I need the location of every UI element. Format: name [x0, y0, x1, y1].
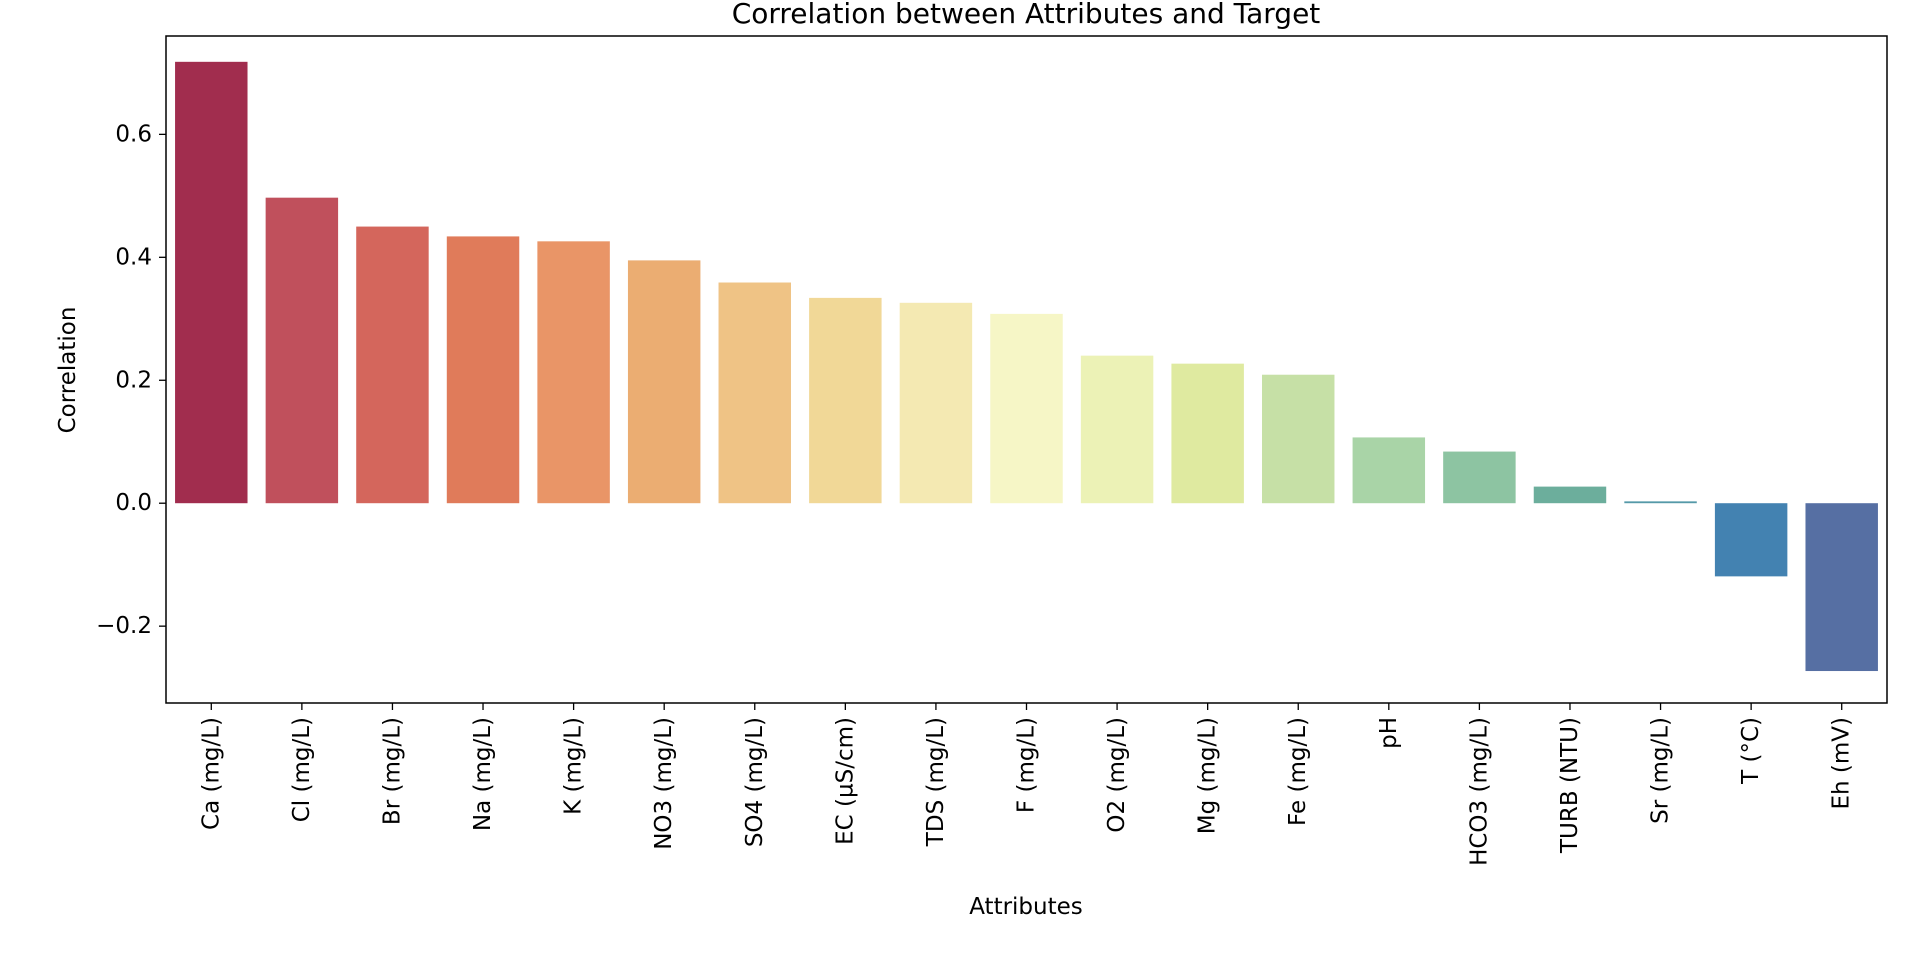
bar — [990, 313, 1063, 504]
bar — [718, 282, 791, 504]
bar — [175, 61, 248, 504]
x-tick-label: SO4 (mg/L) — [742, 717, 768, 847]
y-tick-label: 0.4 — [115, 244, 152, 270]
x-tick-label: Ca (mg/L) — [198, 717, 224, 830]
bars-group — [175, 61, 1878, 672]
x-tick-label: T (°C) — [1738, 717, 1764, 785]
x-tick-label: Br (mg/L) — [379, 717, 405, 825]
x-tick-label: Cl (mg/L) — [289, 717, 315, 822]
x-tick-label: F (mg/L) — [1014, 717, 1040, 813]
x-axis-label: Attributes — [969, 894, 1083, 920]
x-tick-label: NO3 (mg/L) — [651, 717, 677, 850]
x-tick-label: Eh (mV) — [1829, 717, 1855, 810]
y-axis-ticks: −0.2 0.0 0.2 0.4 0.6 — [96, 121, 166, 639]
bar — [627, 260, 701, 504]
bar — [1714, 503, 1788, 577]
plot-frame — [165, 35, 1888, 704]
y-tick-label: 0.0 — [115, 490, 152, 516]
x-axis-ticks: Ca (mg/L) Cl (mg/L) Br (mg/L) Na (mg/L) K (m… — [198, 703, 1855, 866]
bar — [1805, 503, 1878, 672]
bar — [899, 302, 973, 504]
x-tick-label: O2 (mg/L) — [1104, 717, 1130, 833]
bar — [265, 197, 339, 504]
x-tick-label: TURB (NTU) — [1557, 717, 1583, 854]
x-tick-label: EC (µS/cm) — [832, 717, 858, 845]
bar — [446, 236, 520, 504]
y-tick-label: 0.6 — [115, 121, 152, 147]
bar — [1262, 374, 1335, 504]
bar — [1171, 363, 1244, 504]
bar — [1533, 486, 1607, 504]
x-tick-label: Fe (mg/L) — [1285, 717, 1311, 826]
bar — [1080, 355, 1154, 504]
x-tick-label: Na (mg/L) — [470, 717, 496, 831]
bar — [537, 241, 610, 504]
y-tick-label: 0.2 — [115, 367, 152, 393]
x-tick-label: pH — [1376, 717, 1402, 749]
bar — [356, 226, 429, 504]
y-tick-label: −0.2 — [96, 613, 152, 639]
bar — [1624, 501, 1697, 504]
bar — [809, 297, 882, 504]
x-tick-label: TDS (mg/L) — [923, 717, 949, 847]
x-tick-label: HCO3 (mg/L) — [1466, 717, 1492, 866]
x-tick-label: Mg (mg/L) — [1195, 717, 1221, 834]
bar — [1352, 437, 1426, 504]
x-tick-label: Sr (mg/L) — [1648, 717, 1674, 824]
x-tick-label: K (mg/L) — [561, 717, 587, 815]
bar — [1443, 451, 1516, 504]
chart-title: Correlation between Attributes and Targe… — [732, 0, 1321, 30]
y-axis-label: Correlation — [55, 307, 81, 434]
